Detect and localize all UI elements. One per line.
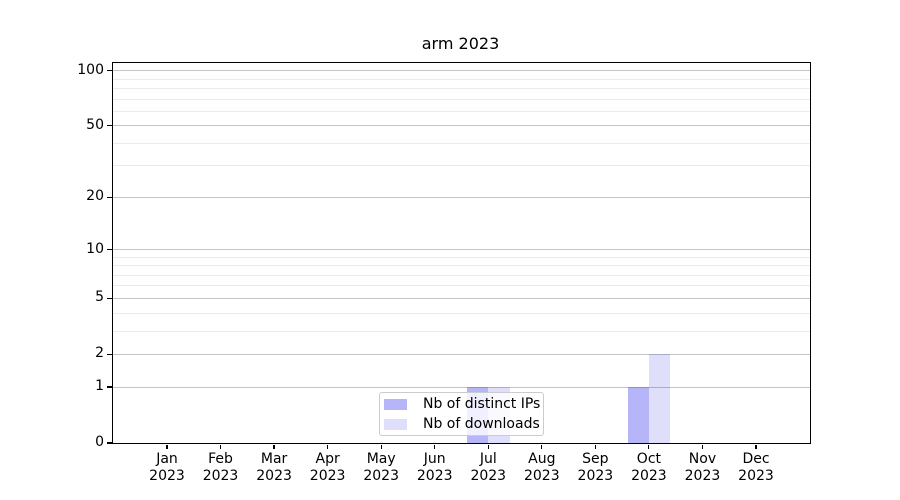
major-gridline bbox=[113, 196, 810, 198]
x-tick-label-year: 2023 bbox=[684, 467, 721, 484]
x-tick-label-month: Dec bbox=[742, 451, 770, 467]
major-gridline bbox=[113, 353, 810, 355]
minor-gridline bbox=[113, 78, 810, 80]
x-tick-mark bbox=[166, 444, 168, 449]
minor-gridline bbox=[113, 142, 810, 144]
y-tick-label: 1 bbox=[95, 378, 104, 395]
x-tick-label-month: Sep bbox=[582, 451, 609, 467]
x-tick-label-year: 2023 bbox=[309, 467, 346, 484]
x-tick-mark bbox=[648, 444, 650, 449]
bar-distinct-ips bbox=[627, 387, 649, 443]
minor-gridline bbox=[113, 256, 810, 258]
major-gridline bbox=[113, 125, 810, 127]
x-tick-mark bbox=[273, 444, 275, 449]
major-gridline bbox=[113, 70, 810, 72]
x-tick-label: Jun 2023 bbox=[405, 451, 465, 484]
minor-gridline bbox=[113, 98, 810, 100]
chart-title: arm 2023 bbox=[421, 34, 500, 53]
y-tick-mark bbox=[106, 70, 112, 72]
x-tick-label: Apr 2023 bbox=[298, 451, 358, 484]
x-tick-label-year: 2023 bbox=[363, 467, 399, 484]
y-tick-mark bbox=[106, 442, 112, 444]
y-tick-label: 0 bbox=[95, 434, 104, 450]
axis-ticks-layer bbox=[106, 63, 810, 449]
bar-downloads bbox=[648, 354, 671, 443]
x-tick-mark bbox=[594, 444, 596, 449]
x-tick-label-year: 2023 bbox=[149, 467, 185, 484]
minor-gridline bbox=[113, 87, 810, 89]
x-tick-label-year: 2023 bbox=[577, 467, 614, 484]
x-tick-mark bbox=[487, 444, 489, 449]
minor-gridline bbox=[113, 274, 810, 276]
y-tick-label: 10 bbox=[86, 240, 104, 257]
x-tick-label-month: Nov bbox=[688, 451, 717, 467]
x-tick-label-year: 2023 bbox=[631, 467, 667, 484]
x-tick-label: Feb 2023 bbox=[191, 451, 251, 484]
x-tick-label: Jan 2023 bbox=[137, 451, 197, 484]
x-tick-label: Dec 2023 bbox=[726, 451, 786, 484]
x-tick-label-month: Jul bbox=[479, 451, 497, 467]
x-tick-label-year: 2023 bbox=[738, 467, 774, 484]
gridlines-layer bbox=[113, 63, 810, 443]
minor-gridline bbox=[113, 312, 810, 314]
x-tick-label-year: 2023 bbox=[523, 467, 560, 484]
x-tick-label-month: May bbox=[366, 451, 396, 467]
y-tick-label: 50 bbox=[86, 116, 104, 133]
x-tick-label-month: Feb bbox=[208, 451, 233, 467]
x-tick-mark bbox=[219, 444, 222, 449]
y-tick-label: 100 bbox=[77, 61, 104, 78]
x-tick-label-month: Oct bbox=[636, 451, 662, 467]
x-tick-mark bbox=[380, 444, 382, 449]
minor-gridline bbox=[113, 330, 810, 332]
legend: Nb of distinct IPs Nb of downloads bbox=[379, 392, 544, 436]
x-tick-label-year: 2023 bbox=[256, 467, 292, 484]
legend-swatch bbox=[384, 398, 407, 410]
x-tick-mark bbox=[755, 444, 757, 449]
y-tick-mark bbox=[106, 297, 112, 299]
legend-label: Nb of distinct IPs bbox=[423, 395, 541, 412]
x-tick-label: Oct 2023 bbox=[619, 451, 679, 484]
y-tick-label: 2 bbox=[95, 345, 104, 362]
major-gridline bbox=[113, 249, 810, 251]
x-tick-mark bbox=[327, 444, 329, 449]
legend-row: Nb of downloads bbox=[384, 415, 543, 432]
x-tick-label: Aug 2023 bbox=[512, 451, 572, 484]
major-gridline bbox=[113, 297, 810, 299]
y-tick-mark bbox=[106, 353, 112, 355]
y-tick-label: 20 bbox=[86, 188, 104, 205]
x-tick-label: Nov 2023 bbox=[672, 451, 732, 484]
legend-swatch bbox=[384, 418, 407, 430]
x-tick-label: Jul 2023 bbox=[458, 451, 518, 484]
minor-gridline bbox=[113, 165, 810, 167]
minor-gridline bbox=[113, 110, 810, 112]
x-tick-mark bbox=[541, 444, 543, 449]
x-tick-label-year: 2023 bbox=[202, 467, 239, 484]
x-tick-label-year: 2023 bbox=[470, 467, 507, 484]
x-tick-label-month: Jan bbox=[156, 451, 178, 467]
legend-label: Nb of downloads bbox=[423, 415, 540, 432]
y-tick-mark bbox=[106, 196, 112, 198]
minor-gridline bbox=[113, 285, 810, 287]
minor-gridline bbox=[113, 265, 810, 267]
y-tick-mark bbox=[106, 248, 112, 251]
x-tick-label: May 2023 bbox=[351, 451, 411, 484]
legend-row: Nb of distinct IPs bbox=[384, 395, 543, 412]
x-tick-label-month: Apr bbox=[315, 451, 340, 467]
x-tick-label-month: Aug bbox=[528, 451, 556, 467]
x-tick-label-month: Mar bbox=[260, 451, 288, 467]
x-tick-mark bbox=[434, 444, 436, 449]
x-tick-mark bbox=[701, 444, 704, 449]
y-tick-label: 5 bbox=[95, 289, 104, 306]
y-tick-mark bbox=[106, 386, 112, 388]
major-gridline bbox=[113, 386, 810, 388]
x-tick-label-year: 2023 bbox=[416, 467, 453, 484]
x-tick-label: Mar 2023 bbox=[244, 451, 304, 484]
x-tick-label-month: Jun bbox=[423, 451, 446, 467]
y-tick-mark bbox=[106, 125, 112, 127]
x-tick-label: Sep 2023 bbox=[565, 451, 625, 484]
